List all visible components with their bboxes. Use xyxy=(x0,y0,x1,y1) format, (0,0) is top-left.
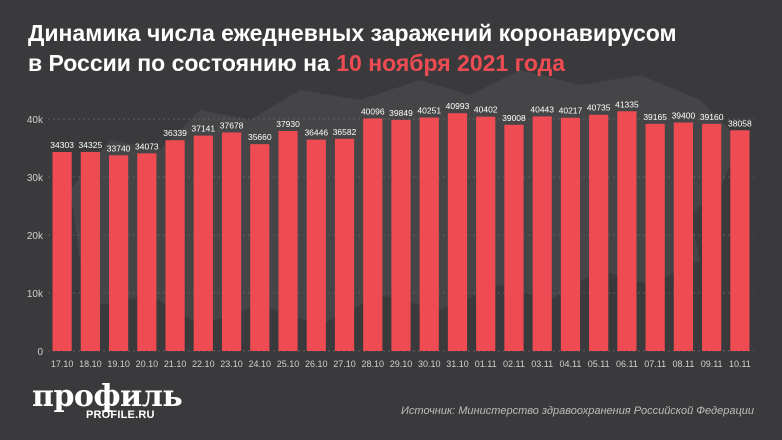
data-label: 40402 xyxy=(474,105,498,115)
bar xyxy=(419,117,439,352)
data-label: 40096 xyxy=(361,106,385,116)
y-tick-label: 10k xyxy=(27,289,44,300)
x-tick-label: 29.10 xyxy=(390,359,413,369)
x-tick-label: 21.10 xyxy=(164,359,187,369)
y-tick-label: 30k xyxy=(27,173,44,184)
x-tick-label: 02.11 xyxy=(503,359,525,369)
bar xyxy=(532,116,552,351)
bar xyxy=(193,135,213,351)
bar xyxy=(447,113,468,351)
bar xyxy=(334,138,355,351)
profile-logo: профиль PROFILE.RU xyxy=(32,379,183,422)
x-tick-label: 18.10 xyxy=(79,359,102,369)
x-tick-label: 09.11 xyxy=(701,359,723,369)
bar xyxy=(702,123,722,351)
data-label: 33740 xyxy=(107,143,131,153)
data-label: 40251 xyxy=(417,106,441,116)
x-tick-label: 17.10 xyxy=(51,359,74,369)
title-line1: Динамика числа ежедневных заражений коро… xyxy=(28,20,677,46)
y-tick-label: 40k xyxy=(27,115,44,126)
bar xyxy=(617,111,637,351)
data-label: 40993 xyxy=(446,101,470,111)
title-date-highlight: 10 ноября 2021 года xyxy=(336,50,565,76)
x-tick-label: 24.10 xyxy=(249,359,272,369)
x-tick-label: 27.10 xyxy=(333,359,356,369)
data-label: 36339 xyxy=(163,128,187,138)
x-tick-label: 05.11 xyxy=(588,359,610,369)
data-label: 36582 xyxy=(333,127,357,137)
bar xyxy=(165,140,185,351)
data-label: 36446 xyxy=(304,128,328,138)
data-label: 37141 xyxy=(191,124,215,134)
x-tick-label: 26.10 xyxy=(305,359,328,369)
bar xyxy=(730,130,750,351)
bar xyxy=(476,116,496,352)
bar xyxy=(589,114,609,351)
data-label: 41335 xyxy=(615,99,639,109)
x-tick-label: 10.11 xyxy=(729,359,751,369)
x-tick-label: 25.10 xyxy=(277,359,300,369)
bar xyxy=(391,119,411,352)
x-tick-label: 01.11 xyxy=(475,359,497,369)
data-label: 40735 xyxy=(587,103,611,113)
x-tick-label: 23.10 xyxy=(220,359,243,369)
data-label: 34325 xyxy=(79,140,103,150)
source-note: Источник: Министерство здравоохранения Р… xyxy=(401,405,754,417)
data-label: 37930 xyxy=(276,119,300,129)
x-tick-label: 20.10 xyxy=(136,359,159,369)
y-tick-label: 20k xyxy=(27,231,44,242)
x-tick-label: 30.10 xyxy=(418,359,441,369)
bar xyxy=(221,132,242,351)
x-tick-label: 03.11 xyxy=(531,359,553,369)
bar xyxy=(250,144,270,351)
bar xyxy=(80,151,100,351)
x-tick-label: 07.11 xyxy=(644,359,666,369)
x-tick-label: 06.11 xyxy=(616,359,638,369)
x-tick-label: 22.10 xyxy=(192,359,215,369)
title-line2-prefix: в России по состоянию на xyxy=(28,50,337,76)
chart-title: Динамика числа ежедневных заражений коро… xyxy=(28,18,768,78)
bar xyxy=(560,117,581,352)
bar xyxy=(673,122,694,351)
logo-url: PROFILE.RU xyxy=(86,409,155,421)
bar xyxy=(645,123,665,351)
bar xyxy=(306,139,326,351)
data-label: 39165 xyxy=(643,112,667,122)
logo-wordmark: профиль xyxy=(32,379,183,414)
bar xyxy=(278,131,298,351)
data-label: 39008 xyxy=(502,113,526,123)
data-label: 40443 xyxy=(530,104,554,114)
bar xyxy=(52,152,72,351)
x-tick-label: 04.11 xyxy=(560,359,582,369)
data-label: 38058 xyxy=(728,118,752,128)
x-tick-label: 08.11 xyxy=(672,359,694,369)
bar xyxy=(363,118,383,351)
data-label: 34073 xyxy=(135,141,159,151)
data-label: 39160 xyxy=(700,112,724,122)
data-label: 39400 xyxy=(672,110,696,120)
data-label: 37678 xyxy=(220,120,244,130)
x-tick-label: 31.10 xyxy=(446,359,469,369)
bar xyxy=(504,124,524,351)
x-tick-label: 19.10 xyxy=(107,359,130,369)
bar xyxy=(137,153,157,351)
x-tick-label: 28.10 xyxy=(361,359,384,369)
data-label: 40217 xyxy=(559,106,583,116)
data-label: 34303 xyxy=(50,140,74,150)
bar xyxy=(108,155,129,351)
data-label: 39849 xyxy=(389,108,413,118)
data-label: 35660 xyxy=(248,132,272,142)
y-tick-label: 0 xyxy=(37,347,43,358)
